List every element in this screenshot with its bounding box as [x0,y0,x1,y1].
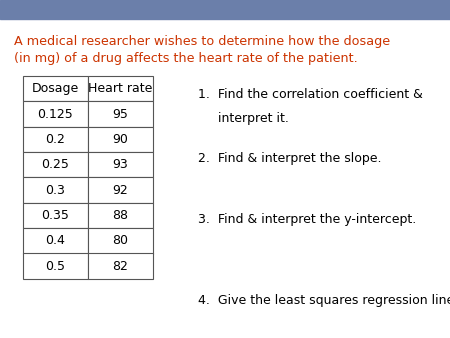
Text: (in mg) of a drug affects the heart rate of the patient.: (in mg) of a drug affects the heart rate… [14,52,357,65]
Text: 0.25: 0.25 [41,158,69,171]
Text: 0.5: 0.5 [45,260,65,273]
Text: 0.4: 0.4 [45,234,65,247]
Text: Dosage: Dosage [32,82,79,95]
Text: 82: 82 [112,260,128,273]
Text: 93: 93 [112,158,128,171]
Text: 90: 90 [112,133,128,146]
Bar [88,203,153,228]
Bar [22,152,88,177]
Bar [88,152,153,177]
Bar [22,101,88,127]
Bar [22,177,88,203]
Bar [88,254,153,279]
Bar [88,228,153,254]
Text: 3.  Find & interpret the y-intercept.: 3. Find & interpret the y-intercept. [198,213,416,226]
Bar [88,76,153,101]
Text: 0.3: 0.3 [45,184,65,197]
Bar [22,76,88,101]
Text: 80: 80 [112,234,128,247]
Text: A medical researcher wishes to determine how the dosage: A medical researcher wishes to determine… [14,35,390,48]
Bar [22,203,88,228]
Bar [0,0,450,19]
Bar [22,228,88,254]
Bar [88,101,153,127]
Text: 95: 95 [112,107,128,121]
Text: 0.35: 0.35 [41,209,69,222]
Text: 4.  Give the least squares regression line.: 4. Give the least squares regression lin… [198,294,450,307]
Bar [88,127,153,152]
Text: 2.  Find & interpret the slope.: 2. Find & interpret the slope. [198,152,382,165]
Text: 0.125: 0.125 [37,107,73,121]
Text: interpret it.: interpret it. [198,112,289,125]
Text: 1.  Find the correlation coefficient &: 1. Find the correlation coefficient & [198,88,423,101]
Bar [22,254,88,279]
Text: Heart rate: Heart rate [88,82,153,95]
Bar [88,177,153,203]
Text: 0.2: 0.2 [45,133,65,146]
Text: 92: 92 [112,184,128,197]
Text: 88: 88 [112,209,128,222]
Bar [22,127,88,152]
